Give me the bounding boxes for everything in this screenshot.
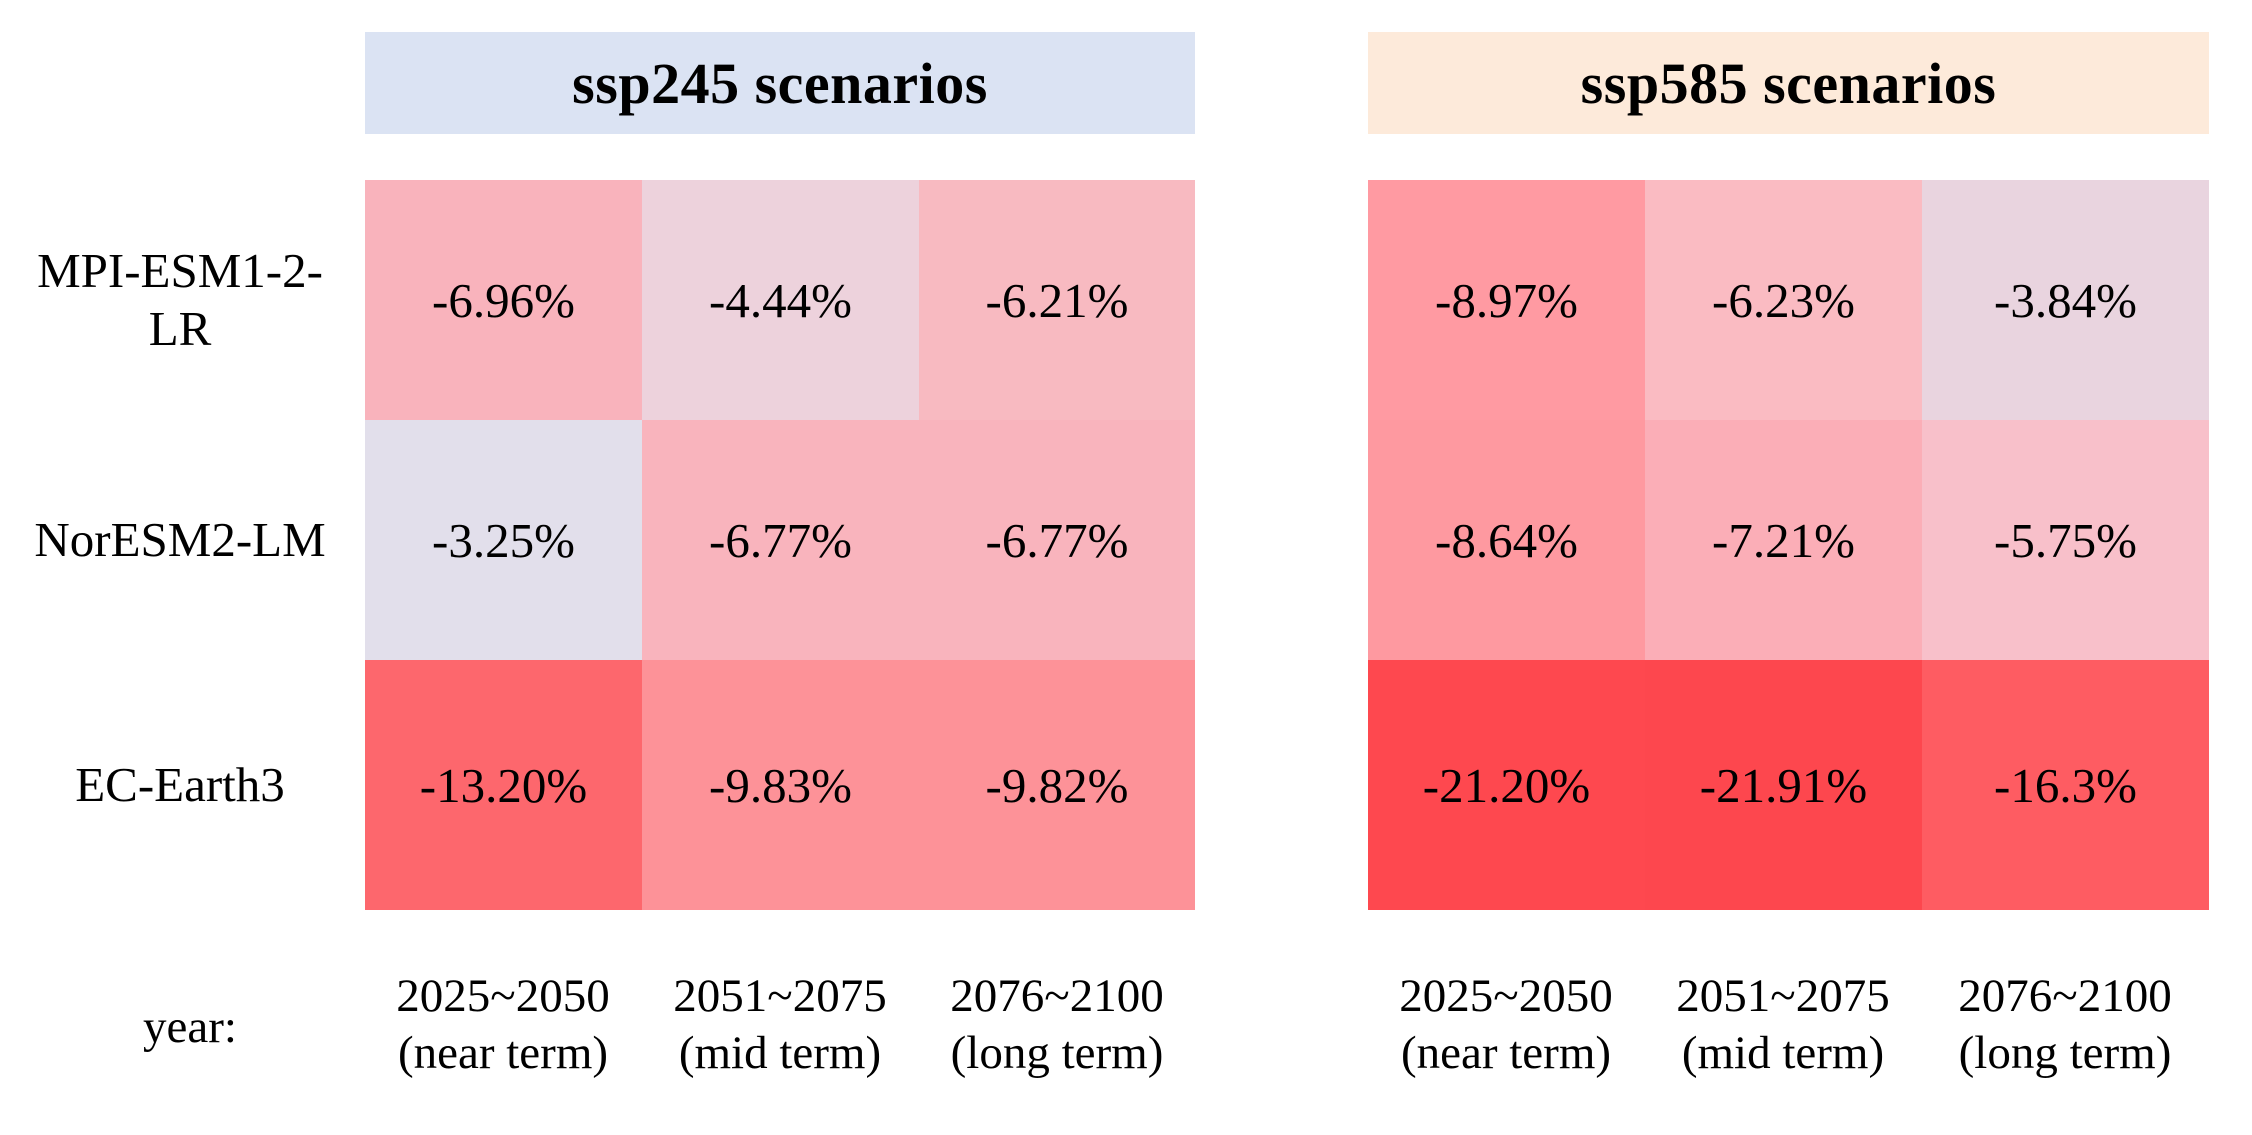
row-label-mpi-esm1-2-lr: MPI-ESM1-2-LR xyxy=(37,243,323,356)
column-term: (long term) xyxy=(950,1027,1164,1080)
heatmap-cell-ssp245-r2c0: -13.20% xyxy=(365,660,642,910)
heatmap-cell-ssp245-r2c1: -9.83% xyxy=(642,660,919,910)
heatmap-cell-ssp585-r1c0: -8.64% xyxy=(1368,420,1645,660)
panel-header-ssp585: ssp585 scenarios xyxy=(1368,32,2209,134)
heatmap-cell-ssp245-r1c2: -6.77% xyxy=(919,420,1195,660)
column-term: (near term) xyxy=(397,1027,609,1080)
heatmap-cell-ssp245-r0c1: -4.44% xyxy=(642,180,919,420)
row-label-noresm2-lm: NorESM2-LM xyxy=(34,512,326,568)
column-range: 2076~2100 xyxy=(950,970,1164,1022)
heatmap-cell-ssp245-r2c2: -9.82% xyxy=(919,660,1195,910)
column-term: (near term) xyxy=(1400,1027,1612,1080)
column-range: 2051~2075 xyxy=(673,970,887,1022)
column-term: (mid term) xyxy=(678,1027,882,1080)
row-label-ec-earth3: EC-Earth3 xyxy=(75,757,285,813)
column-term: (mid term) xyxy=(1681,1027,1885,1080)
heatmap-cell-ssp585-r2c1: -21.91% xyxy=(1645,660,1922,910)
heatmap-cell-ssp585-r0c0: -8.97% xyxy=(1368,180,1645,420)
heatmap-ssp245: -6.96% -4.44% -6.21% -3.25% -6.77% -6.77… xyxy=(365,180,1195,910)
column-range: 2025~2050 xyxy=(396,970,610,1022)
column-label-ssp245-near-term: 2025~2050 (near term) xyxy=(338,968,668,1083)
heatmap-cell-ssp585-r2c2: -16.3% xyxy=(1922,660,2209,910)
heatmap-cell-ssp585-r1c2: -5.75% xyxy=(1922,420,2209,660)
column-range: 2051~2075 xyxy=(1676,970,1890,1022)
panel-header-ssp245: ssp245 scenarios xyxy=(365,32,1195,134)
heatmap-cell-ssp245-r0c2: -6.21% xyxy=(919,180,1195,420)
column-range: 2025~2050 xyxy=(1399,970,1613,1022)
heatmap-cell-ssp585-r0c1: -6.23% xyxy=(1645,180,1922,420)
column-term: (long term) xyxy=(1958,1027,2172,1080)
heatmap-cell-ssp585-r1c1: -7.21% xyxy=(1645,420,1922,660)
heatmap-cell-ssp585-r2c0: -21.20% xyxy=(1368,660,1645,910)
column-label-ssp245-long-term: 2076~2100 (long term) xyxy=(892,968,1222,1083)
column-label-ssp585-mid-term: 2051~2075 (mid term) xyxy=(1618,968,1948,1083)
year-axis-label: year: xyxy=(143,1001,237,1053)
heatmap-ssp585: -8.97% -6.23% -3.84% -8.64% -7.21% -5.75… xyxy=(1368,180,2209,910)
column-label-ssp245-mid-term: 2051~2075 (mid term) xyxy=(615,968,945,1083)
heatmap-cell-ssp585-r0c2: -3.84% xyxy=(1922,180,2209,420)
heatmap-cell-ssp245-r1c1: -6.77% xyxy=(642,420,919,660)
column-label-ssp585-near-term: 2025~2050 (near term) xyxy=(1341,968,1671,1083)
column-label-ssp585-long-term: 2076~2100 (long term) xyxy=(1900,968,2230,1083)
heatmap-cell-ssp245-r0c0: -6.96% xyxy=(365,180,642,420)
heatmap-cell-ssp245-r1c0: -3.25% xyxy=(365,420,642,660)
column-range: 2076~2100 xyxy=(1958,970,2172,1022)
